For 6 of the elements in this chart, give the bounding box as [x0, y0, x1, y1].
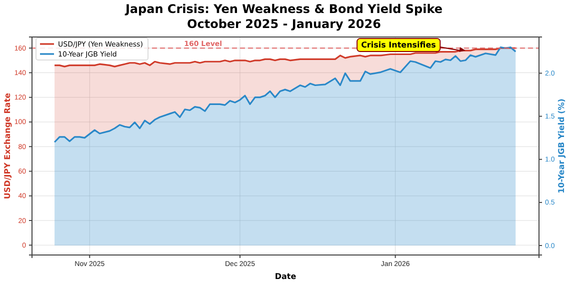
chart-subtitle: October 2025 - January 2026 [187, 17, 381, 31]
x-axis-title: Date [274, 272, 297, 281]
y2-axis-title: 10-Year JGB Yield (%) [557, 98, 566, 194]
y-axis-title: USD/JPY Exchange Rate [3, 92, 12, 200]
chart-title: Japan Crisis: Yen Weakness & Bond Yield Spike [124, 2, 443, 16]
annotation: Crisis Intensifies [361, 40, 436, 50]
